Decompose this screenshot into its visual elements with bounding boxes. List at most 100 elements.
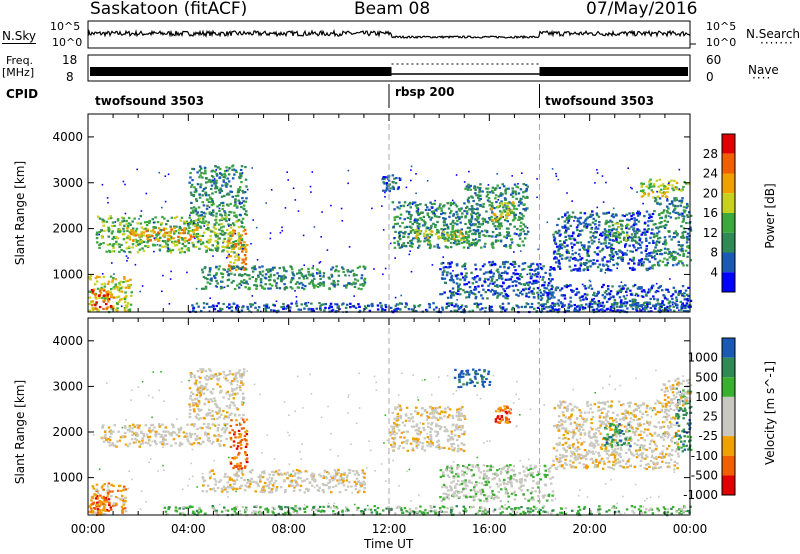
power-cell (219, 187, 222, 190)
power-cell (623, 301, 627, 304)
velocity-cell (162, 438, 165, 441)
power-cell (669, 309, 672, 312)
power-cell (342, 267, 345, 270)
power-cell (214, 165, 217, 168)
power-cell (409, 220, 412, 224)
power-cell (263, 287, 267, 290)
power-cell (443, 281, 447, 284)
power-cell (589, 236, 592, 239)
power-cell (175, 225, 178, 228)
power-cell (682, 253, 685, 256)
power-cell (511, 192, 514, 195)
power-noise-cell (215, 169, 217, 171)
power-cell (416, 204, 420, 207)
power-cell (259, 272, 262, 275)
power-cell (676, 211, 680, 214)
power-cell (383, 182, 386, 185)
power-cell (259, 284, 262, 287)
power-cell (106, 291, 109, 294)
power-cell (89, 278, 92, 281)
power-cell (463, 309, 467, 312)
power-cell (425, 309, 429, 312)
power-cell (419, 216, 422, 220)
power-cell (635, 241, 639, 244)
power-cell (99, 288, 103, 291)
power-cell (290, 278, 293, 282)
velocity-cell (212, 375, 215, 379)
velocity-cell (212, 440, 215, 444)
power-cell (679, 244, 683, 247)
power-cell (528, 272, 532, 275)
power-cell (495, 200, 498, 204)
power-cell (459, 239, 462, 242)
power-cell (415, 232, 419, 235)
power-cell (499, 194, 503, 197)
power-cell (265, 306, 269, 309)
power-noise-cell (657, 290, 660, 293)
power-cell (491, 264, 494, 267)
power-cell (237, 199, 240, 202)
velocity-cell (111, 442, 115, 445)
power-cell (230, 232, 233, 235)
power-cell (685, 298, 689, 301)
power-cell (322, 281, 325, 284)
power-cell (414, 219, 417, 222)
velocity-cell (187, 440, 190, 443)
power-cell (566, 221, 570, 224)
power-cell (628, 244, 631, 247)
power-cell (399, 177, 402, 180)
power-cell (107, 280, 111, 283)
power-cell (643, 233, 647, 236)
power-cell (173, 225, 176, 228)
power-cell (300, 274, 304, 277)
power-cell (657, 185, 660, 188)
power-cell (447, 262, 450, 265)
power-cell (226, 183, 229, 186)
power-cell (513, 232, 517, 235)
power-cell (654, 223, 657, 226)
power-cell (219, 309, 222, 312)
velocity-cell (90, 499, 93, 502)
velocity-cell (218, 434, 221, 437)
power-cell (488, 200, 491, 203)
power-cell (651, 228, 654, 231)
power-cell (233, 287, 237, 291)
power-cell (664, 251, 667, 254)
velocity-cell (188, 412, 192, 415)
power-cell (610, 221, 614, 224)
velocity-cell (163, 443, 166, 446)
power-cell (542, 303, 545, 306)
power-cell (462, 264, 466, 267)
velocity-cell (88, 505, 92, 508)
power-cell (449, 212, 452, 215)
power-cell (609, 307, 612, 310)
power-cell (551, 306, 554, 309)
power-cell (229, 223, 232, 227)
power-cell (631, 307, 635, 310)
power-cell (95, 297, 98, 300)
power-cell (243, 273, 247, 276)
power-cell (102, 242, 105, 245)
power-cell (236, 194, 240, 197)
power-cell (530, 268, 533, 271)
velocity-cell (164, 430, 167, 433)
power-cell (280, 275, 283, 278)
power-cell (434, 223, 437, 227)
power-cell (275, 286, 279, 289)
power-cell (310, 302, 313, 305)
power-cell (640, 287, 643, 290)
power-cell (352, 305, 356, 308)
power-cell (603, 309, 606, 312)
velocity-cell (121, 499, 125, 502)
velocity-cell (103, 503, 107, 506)
power-cell (521, 227, 524, 230)
power-noise-cell (213, 178, 216, 180)
power-cell (477, 215, 481, 218)
power-noise-cell (127, 257, 129, 259)
power-cell (689, 259, 692, 262)
power-cell (230, 306, 233, 309)
power-cell (640, 182, 643, 185)
velocity-cell (216, 417, 219, 420)
power-cell (474, 295, 478, 299)
power-cell (482, 234, 485, 237)
